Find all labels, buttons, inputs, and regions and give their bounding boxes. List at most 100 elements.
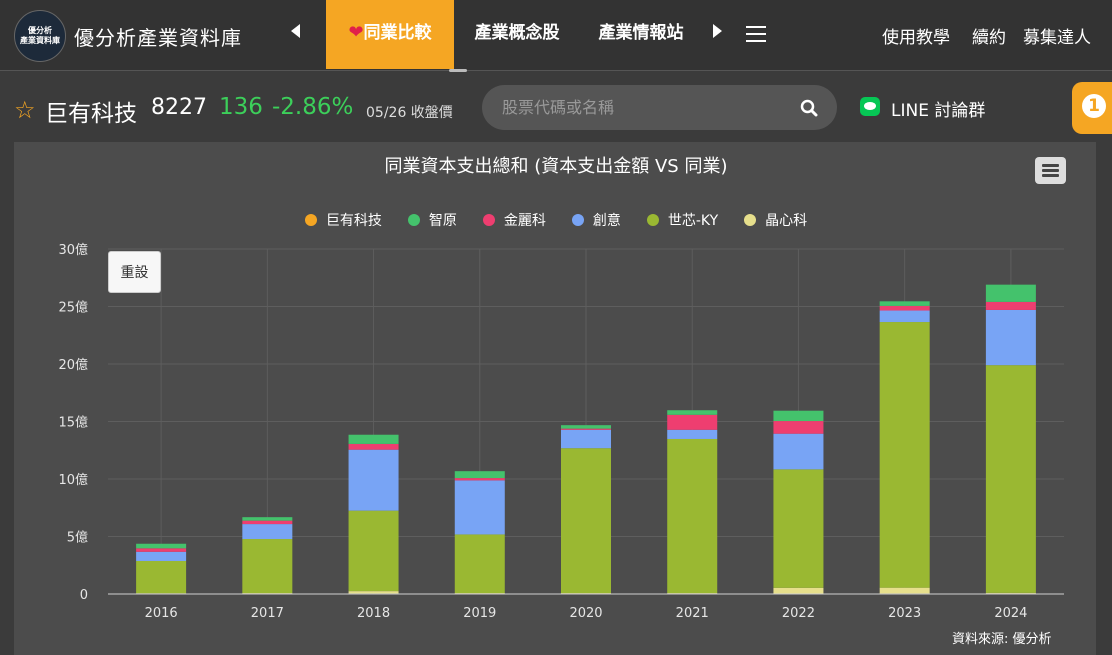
x-tick-label: 2016 [145,606,178,621]
bar-segment [348,449,399,511]
x-tick-label: 2018 [357,606,390,621]
renew-link[interactable]: 續約 [972,28,1006,48]
tab-scroll-indicator [449,69,467,72]
tab-industry-concept-stocks[interactable]: 產業概念股 [466,0,568,69]
legend-label: 智原 [428,213,457,229]
bar-segment [454,471,505,479]
legend-label: 巨有科技 [325,213,382,229]
legend-label: 世芯-KY [667,213,719,229]
line-app-icon[interactable] [860,97,880,116]
bar-segment [454,534,505,594]
bar-segment [773,433,824,470]
bar-segment [667,410,718,415]
recruit-link[interactable]: 募集達人 [1023,28,1091,48]
stock-name: 巨有科技 [45,101,137,127]
bar-segment [136,560,187,594]
chart-menu-icon[interactable] [1035,157,1066,184]
site-title[interactable]: 優分析產業資料庫 [74,26,242,50]
legend-marker [646,214,659,226]
notification-tab[interactable]: 1 [1072,82,1112,134]
y-tick-label: 5億 [67,530,88,546]
search-icon[interactable] [800,99,818,117]
bar-segment [985,301,1036,310]
bar-segment [879,305,930,311]
bar-segment [136,551,187,561]
stock-code: 8227 [151,95,207,120]
x-tick-label: 2019 [463,606,496,621]
tab-peer-comparison[interactable]: ❤同業比較 [326,0,454,69]
heart-icon: ❤ [348,22,364,43]
legend-item[interactable]: 世芯-KY [646,210,719,230]
bar-segment [985,365,1036,593]
chart-legend: 巨有科技 智原 金麗科 創意 世芯-KY 晶心科 [0,210,1112,230]
tab-label: 產業概念股 [474,23,560,43]
bar-segment [454,593,505,594]
top-navigation-bar: 優分析 產業資料庫 優分析產業資料庫 ❤同業比較 產業概念股 產業情報站 使用教… [0,0,1112,72]
bar-segment [561,429,611,449]
tab-industry-intelligence[interactable]: 產業情報站 [590,0,692,69]
bar-segment [773,469,824,588]
data-source-credit: 資料來源: 優分析 [952,632,1052,647]
stock-search-input[interactable] [482,85,837,130]
nav-left-arrow-icon[interactable] [291,24,300,38]
bar-segment [985,284,1036,302]
legend-marker [744,214,757,226]
y-tick-label: 10億 [58,472,88,488]
x-tick-label: 2022 [782,606,815,621]
zoom-reset-button[interactable]: 重設 [108,251,161,293]
legend-marker [407,214,420,226]
bar-segment [348,510,399,592]
favorite-star-icon[interactable]: ☆ [14,96,36,124]
stock-change: -2.86% [272,94,354,120]
logo-line-1: 優分析 [28,26,52,35]
tutorial-link[interactable]: 使用教學 [882,28,950,48]
x-tick-label: 2024 [994,606,1027,621]
nav-right-arrow-icon[interactable] [713,24,722,38]
bar-segment [985,309,1036,366]
tab-label: 產業情報站 [598,23,684,43]
legend-item[interactable]: 智原 [407,210,457,230]
bar-segment [879,587,930,594]
y-tick-label: 0 [80,588,88,603]
logo-line-2: 產業資料庫 [20,36,60,45]
legend-label: 晶心科 [765,213,808,229]
bar-segment [773,421,824,434]
legend-item[interactable]: 巨有科技 [304,210,382,230]
bar-segment [348,434,399,444]
stock-price: 136 [219,94,263,120]
bar-segment [136,543,187,549]
bar-segment [136,548,187,552]
legend-item[interactable]: 晶心科 [744,210,807,230]
legend-item[interactable]: 創意 [571,210,621,230]
bar-segment [242,517,293,521]
legend-item[interactable]: 金麗科 [482,210,546,230]
hamburger-menu-icon[interactable] [746,26,766,42]
legend-marker [571,214,584,226]
bar-segment [879,310,930,323]
site-logo[interactable]: 優分析 產業資料庫 [14,10,66,62]
bar-segment [879,301,930,306]
y-tick-label: 25億 [58,300,88,316]
x-tick-label: 2017 [251,606,284,621]
legend-label: 創意 [592,213,621,229]
chart-title: 同業資本支出總和 (資本支出金額 VS 同業) [384,156,728,177]
bar-segment [136,593,187,594]
x-tick-label: 2023 [888,606,921,621]
tab-label: 同業比較 [363,23,432,43]
line-group-link[interactable]: LINE 討論群 [891,101,986,121]
notification-count-badge: 1 [1082,94,1106,118]
y-tick-label: 30億 [58,242,88,258]
closing-price-date: 05/26 收盤價 [366,105,453,121]
bar-segment [348,443,399,450]
legend-marker [482,214,495,226]
bar-segment [561,593,611,594]
bar-segment [667,414,718,430]
bar-segment [454,478,505,481]
bar-segment [242,539,293,594]
legend-marker [304,214,317,226]
legend-label: 金麗科 [503,213,546,229]
bar-segment [667,593,718,594]
bar-segment [879,322,930,588]
y-tick-label: 15億 [58,415,88,431]
